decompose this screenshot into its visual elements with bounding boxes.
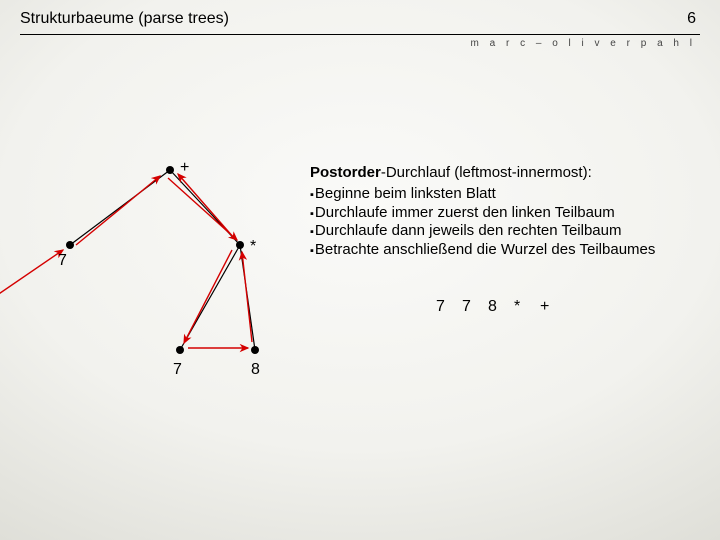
tree-node-label: *: [250, 238, 256, 256]
tree-node: [236, 241, 244, 249]
tree-node-label: 7: [58, 252, 67, 270]
slide: Strukturbaeume (parse trees) 6 m a r c –…: [0, 0, 720, 540]
result-token: 7: [462, 298, 488, 316]
explanation-bullets: Beginne beim linksten BlattDurchlaufe im…: [310, 185, 700, 260]
explanation-block: Postorder-Durchlauf (leftmost-innermost)…: [310, 164, 700, 260]
tree-node-label: 8: [251, 361, 260, 379]
result-token: 7: [436, 298, 462, 316]
header-rule: [20, 34, 700, 35]
result-token: *: [514, 298, 540, 316]
tree-node: [176, 346, 184, 354]
page-number: 6: [687, 10, 696, 28]
tree-area: +7 * 7 8: [0, 110, 300, 410]
result-token: +: [540, 298, 566, 316]
tree-node-label: 7: [173, 361, 182, 379]
bullet-item: Durchlaufe dann jeweils den rechten Teil…: [310, 222, 700, 241]
tree-node: [66, 241, 74, 249]
bullet-item: Betrachte anschließend die Wurzel des Te…: [310, 241, 700, 260]
result-token: 8: [488, 298, 514, 316]
header: Strukturbaeume (parse trees): [20, 10, 700, 28]
bullet-item: Durchlaufe immer zuerst den linken Teilb…: [310, 204, 700, 223]
tree-node-label: +: [180, 159, 189, 177]
tree-node: [251, 346, 259, 354]
result-sequence: 778*+: [436, 298, 566, 316]
bullet-item: Beginne beim linksten Blatt: [310, 185, 700, 204]
explanation-heading: Postorder-Durchlauf (leftmost-innermost)…: [310, 164, 700, 183]
tree-node: [166, 166, 174, 174]
slide-title: Strukturbaeume (parse trees): [20, 10, 229, 27]
heading-bold: Postorder: [310, 164, 381, 181]
heading-rest: -Durchlauf (leftmost-innermost):: [381, 164, 592, 181]
author-line: m a r c – o l i v e r p a h l: [471, 38, 696, 49]
